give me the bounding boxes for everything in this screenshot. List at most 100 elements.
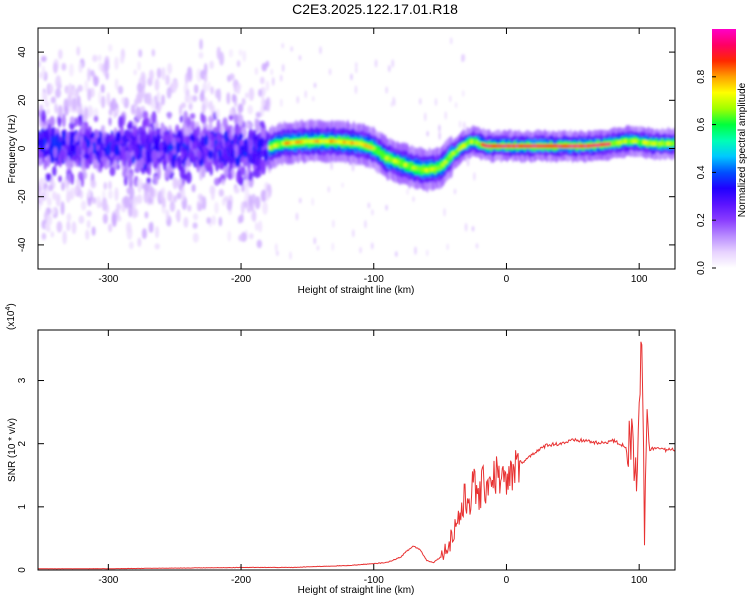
spectrogram-cell: [213, 150, 218, 160]
spectrogram-cell: [281, 42, 284, 49]
spectrogram-cell: [236, 84, 241, 95]
spectrogram-cell: [84, 158, 91, 169]
spectrogram-cell: [201, 103, 206, 115]
spectrogram-cell: [230, 126, 235, 137]
snr-y-label: SNR (10 * v/v): [7, 418, 18, 482]
spectrogram-cell: [122, 168, 127, 179]
spectrogram-cell: [473, 171, 476, 181]
spectrogram-cell: [260, 137, 265, 148]
spectrogram-cell: [237, 103, 244, 113]
spectrogram-cell: [162, 152, 166, 159]
spectrogram-cell: [71, 221, 77, 235]
spectrogram-cell: [193, 213, 199, 221]
spectrogram-cell: [125, 221, 132, 233]
spectrogram-cell: [144, 211, 149, 219]
spectrogram-cell: [203, 160, 210, 169]
spectrogram-cell: [45, 173, 52, 182]
spectrogram-y-tick-label: 40: [17, 46, 28, 58]
spectrogram-cell: [316, 245, 320, 251]
spectrogram-cell: [279, 74, 283, 82]
spectrogram-cell: [304, 90, 307, 99]
spectrogram-cell: [142, 110, 149, 120]
spectrogram-cell: [152, 97, 156, 107]
spectrogram-cell: [252, 209, 257, 223]
spectrogram-cell: [449, 95, 452, 103]
spectrogram-cell: [102, 213, 108, 224]
spectrogram-cell: [355, 66, 358, 74]
spectrogram-cell: [374, 59, 378, 68]
spectrogram-cell: [210, 140, 215, 148]
spectrogram-cell: [259, 76, 265, 85]
spectrogram-cell: [108, 117, 112, 126]
spectrogram-cell: [377, 150, 382, 155]
spectrogram-cell: [109, 166, 116, 177]
spectrogram-y-tick-label: 20: [17, 94, 28, 106]
spectrogram-cell: [55, 75, 62, 89]
spectrogram-cell: [87, 87, 92, 102]
spectrogram-cell: [171, 155, 176, 170]
spectrogram-cell: [114, 187, 119, 202]
spectrogram-cell: [61, 62, 67, 71]
spectrogram-cell: [139, 156, 145, 169]
spectrogram-cell: [57, 105, 63, 118]
colorbar-tick-label: 0.4: [696, 165, 707, 179]
spectrogram-cell: [68, 190, 74, 200]
spectrogram-cell: [121, 134, 128, 142]
spectrogram-cell: [319, 46, 322, 55]
spectrogram-cell: [87, 187, 92, 199]
spectrogram-cell: [85, 229, 90, 240]
spectrogram-cell: [200, 195, 204, 206]
spectrogram-cell: [231, 93, 236, 103]
spectrogram-cell: [140, 71, 146, 83]
spectrogram-cell: [236, 60, 241, 68]
spectrogram-cell: [114, 56, 119, 70]
spectrogram-cell: [289, 251, 292, 260]
spectrogram-cell: [55, 88, 61, 99]
spectrogram-cell: [156, 67, 162, 79]
spectrogram-cell: [142, 119, 147, 127]
spectrogram-cell: [154, 225, 160, 239]
spectrogram-cell: [144, 143, 150, 151]
spectrogram-cell: [106, 159, 111, 168]
spectrogram-cell: [116, 203, 121, 211]
spectrogram-cell: [138, 49, 143, 58]
colorbar-tick-label: 0.2: [696, 213, 707, 227]
spectrogram-cell: [211, 215, 216, 226]
spectrogram-cell: [122, 152, 127, 167]
spectrogram-cell: [257, 149, 262, 160]
spectrogram-cell: [167, 190, 172, 202]
spectrogram-cell: [93, 115, 99, 123]
spectrogram-cell: [214, 201, 219, 214]
spectrogram-cell: [189, 112, 196, 120]
spectrogram-cell: [371, 146, 376, 151]
snr-x-tick-label: -100: [364, 575, 384, 586]
spectrogram-x-tick-label: 100: [631, 274, 648, 285]
spectrogram-cell: [75, 157, 80, 168]
spectrogram-cell: [114, 78, 119, 90]
spectrogram-cell: [161, 66, 166, 81]
spectrogram-cell: [169, 201, 176, 212]
spectrogram-cell: [53, 62, 58, 74]
spectrogram-cell: [91, 226, 96, 236]
spectrogram-cell: [97, 54, 102, 62]
spectrogram-cell: [196, 68, 202, 83]
spectrogram-cell: [216, 46, 221, 60]
spectrogram-cell: [90, 87, 95, 98]
spectrogram-cell: [178, 159, 183, 172]
spectrogram-cell: [128, 186, 135, 200]
spectrogram-cell: [176, 192, 182, 200]
spectrogram-cell: [246, 122, 253, 129]
spectrogram-cell: [154, 78, 160, 91]
spectrogram-cell: [295, 212, 299, 221]
spectrogram-cell: [261, 97, 266, 107]
spectrogram-cell: [69, 131, 75, 143]
spectrogram-cell: [49, 85, 54, 94]
spectrogram-cell: [53, 146, 58, 159]
spectrogram-cell: [74, 117, 78, 128]
spectrogram-cell: [209, 60, 214, 70]
spectrogram-cell: [453, 188, 457, 195]
spectrogram-cell: [132, 196, 139, 203]
spectrogram-cell: [414, 246, 417, 255]
spectrogram-cell: [180, 102, 186, 109]
spectrogram-cell: [275, 243, 278, 252]
